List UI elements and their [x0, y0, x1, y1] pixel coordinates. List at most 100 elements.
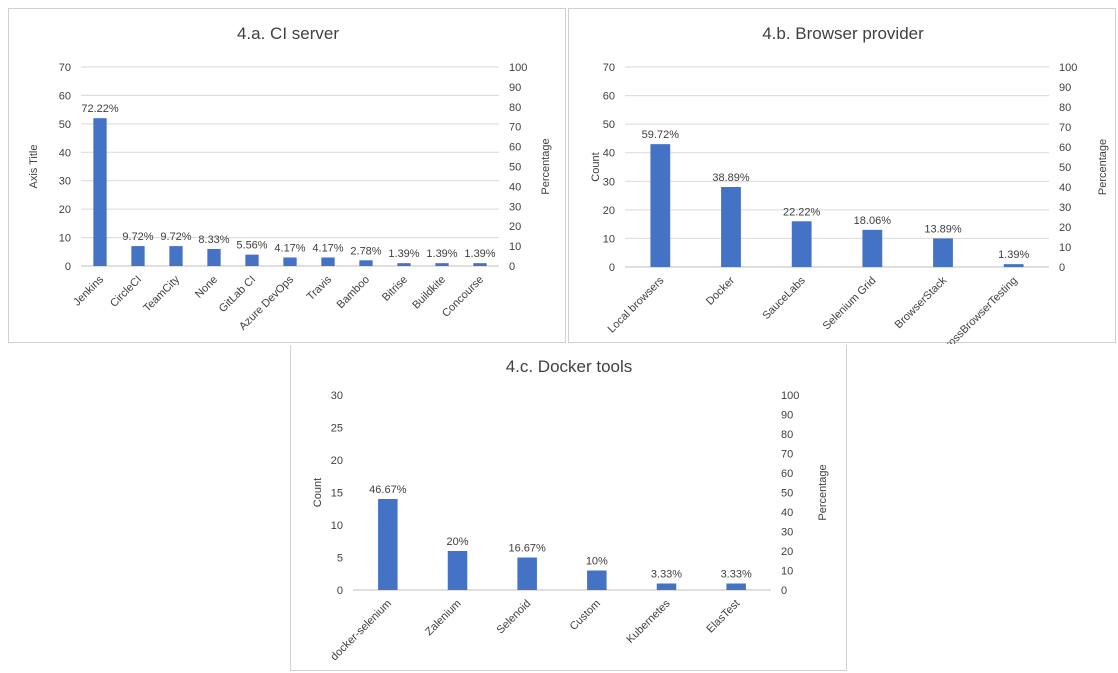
bar: [283, 257, 297, 266]
data-label: 16.67%: [509, 543, 547, 555]
chart-title: 4.b. Browser provider: [762, 24, 924, 43]
y2-tick-label: 0: [781, 585, 787, 597]
data-label: 1.39%: [464, 248, 495, 260]
y2-tick-label: 50: [509, 162, 521, 174]
y-tick-label: 20: [59, 204, 71, 216]
category-label: Concourse: [440, 274, 486, 320]
data-label: 8.33%: [198, 234, 229, 246]
category-label: Bamboo: [335, 274, 372, 311]
category-label: SauceLabs: [760, 274, 808, 322]
bar: [245, 254, 259, 266]
data-label: 3.33%: [651, 569, 682, 581]
y2-tick-label: 70: [509, 122, 521, 134]
y-tick-label: 20: [603, 205, 615, 217]
y2-axis-title: Percentage: [817, 464, 829, 520]
bar: [359, 260, 373, 266]
category-label: Custom: [568, 598, 603, 633]
y2-tick-label: 20: [1059, 222, 1071, 234]
y2-tick-label: 40: [1059, 182, 1071, 194]
y-tick-label: 10: [59, 233, 71, 245]
bar: [726, 583, 746, 590]
y2-tick-label: 40: [781, 507, 793, 519]
ci-server-chart: 4.a. CI server 0 10 20 30 40 50 60 70 0 10 20 30 40 50…: [28, 24, 552, 333]
y-tick-label: 0: [609, 262, 615, 274]
y2-tick-label: 30: [509, 201, 521, 213]
docker-tools-chart: 4.c. Docker tools 0 5 10 15 20 25 30 0 10 20 30 40 50…: [312, 357, 829, 663]
y-tick-label: 30: [59, 176, 71, 188]
category-label: Zalenium: [423, 598, 463, 638]
y2-tick-label: 10: [1059, 242, 1071, 254]
y2-axis-title: Percentage: [1097, 139, 1109, 195]
bar: [207, 248, 221, 266]
category-label: Buildkite: [410, 274, 448, 312]
bar: [791, 221, 812, 267]
y2-tick-label: 50: [1059, 162, 1071, 174]
category-label: Bitrise: [380, 274, 410, 304]
bar: [933, 238, 953, 267]
category-label: Docker: [704, 274, 737, 307]
data-label: 22.22%: [783, 206, 821, 218]
data-label: 1.39%: [998, 249, 1029, 261]
y-tick-label: 30: [603, 176, 615, 188]
y2-tick-label: 10: [781, 566, 793, 578]
bar: [447, 551, 468, 590]
data-label: 38.89%: [712, 172, 750, 184]
y-tick-label: 25: [331, 423, 343, 435]
data-label: 4.17%: [312, 242, 343, 254]
bar: [587, 570, 607, 590]
y2-tick-label: 100: [509, 62, 527, 74]
y2-tick-label: 20: [781, 546, 793, 558]
bar: [656, 583, 677, 590]
y-tick-label: 70: [59, 62, 71, 74]
y-axis-title: Count: [590, 152, 602, 181]
y2-tick-label: 80: [1059, 102, 1071, 114]
y-tick-label: 50: [603, 119, 615, 131]
y2-tick-label: 70: [1059, 122, 1071, 134]
chart-title: 4.a. CI server: [237, 24, 339, 43]
data-label: 9.72%: [122, 231, 153, 243]
y-tick-label: 50: [59, 119, 71, 131]
y2-tick-label: 10: [509, 241, 521, 253]
bar: [435, 263, 449, 266]
data-label: 4.17%: [274, 242, 305, 254]
y2-tick-label: 0: [509, 261, 515, 273]
data-label: 2.78%: [350, 245, 381, 257]
y-tick-label: 10: [331, 520, 343, 532]
y2-axis-title: Percentage: [540, 138, 552, 194]
data-label: 18.06%: [854, 215, 892, 227]
data-label: 72.22%: [81, 103, 119, 115]
bar: [378, 499, 398, 590]
bar: [93, 118, 107, 267]
bar: [721, 187, 741, 267]
y-tick-label: 10: [603, 233, 615, 245]
y-tick-label: 5: [337, 553, 343, 565]
category-label: CircleCI: [108, 274, 144, 310]
y2-tick-label: 70: [781, 449, 793, 461]
bar: [397, 263, 411, 266]
y2-tick-label: 30: [781, 527, 793, 539]
y2-tick-label: 80: [781, 429, 793, 441]
y2-tick-label: 40: [509, 181, 521, 193]
y2-tick-label: 90: [781, 410, 793, 422]
data-label: 59.72%: [642, 129, 680, 141]
y-tick-label: 15: [331, 488, 343, 500]
y2-tick-label: 60: [781, 468, 793, 480]
category-label: ElasTest: [704, 598, 742, 636]
category-label: CrossBrowserTesting: [938, 275, 1020, 344]
bar: [473, 263, 487, 266]
y2-tick-label: 90: [509, 82, 521, 94]
data-label: 1.39%: [388, 248, 419, 260]
category-label: BrowserStack: [893, 274, 950, 331]
y-tick-label: 60: [603, 91, 615, 103]
y-tick-label: 70: [603, 62, 615, 74]
chart-panel-ci-server: 4.a. CI server 0 10 20 30 40 50 60 70 0 10 20 30 40 50…: [8, 8, 566, 343]
y2-tick-label: 20: [509, 221, 521, 233]
y2-tick-label: 0: [1059, 262, 1065, 274]
data-label: 13.89%: [924, 223, 962, 235]
category-label: None: [193, 274, 220, 301]
y2-tick-label: 60: [1059, 142, 1071, 154]
category-label: TeamCity: [141, 273, 182, 314]
y-tick-label: 40: [59, 147, 71, 159]
y-tick-label: 30: [331, 390, 343, 402]
data-label: 1.39%: [426, 248, 457, 260]
